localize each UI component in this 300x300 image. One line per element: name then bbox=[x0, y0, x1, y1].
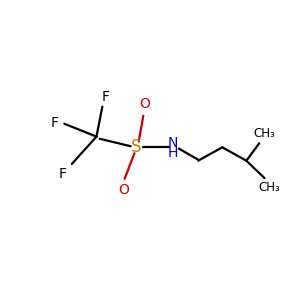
Text: CH₃: CH₃ bbox=[253, 128, 274, 140]
Text: F: F bbox=[58, 167, 66, 181]
Text: F: F bbox=[102, 90, 110, 104]
Text: S: S bbox=[131, 138, 142, 156]
Text: H: H bbox=[168, 146, 178, 160]
Text: F: F bbox=[50, 116, 58, 130]
Text: O: O bbox=[139, 98, 150, 112]
Text: CH₃: CH₃ bbox=[258, 181, 280, 194]
Text: O: O bbox=[118, 183, 129, 197]
Text: N: N bbox=[168, 136, 178, 149]
